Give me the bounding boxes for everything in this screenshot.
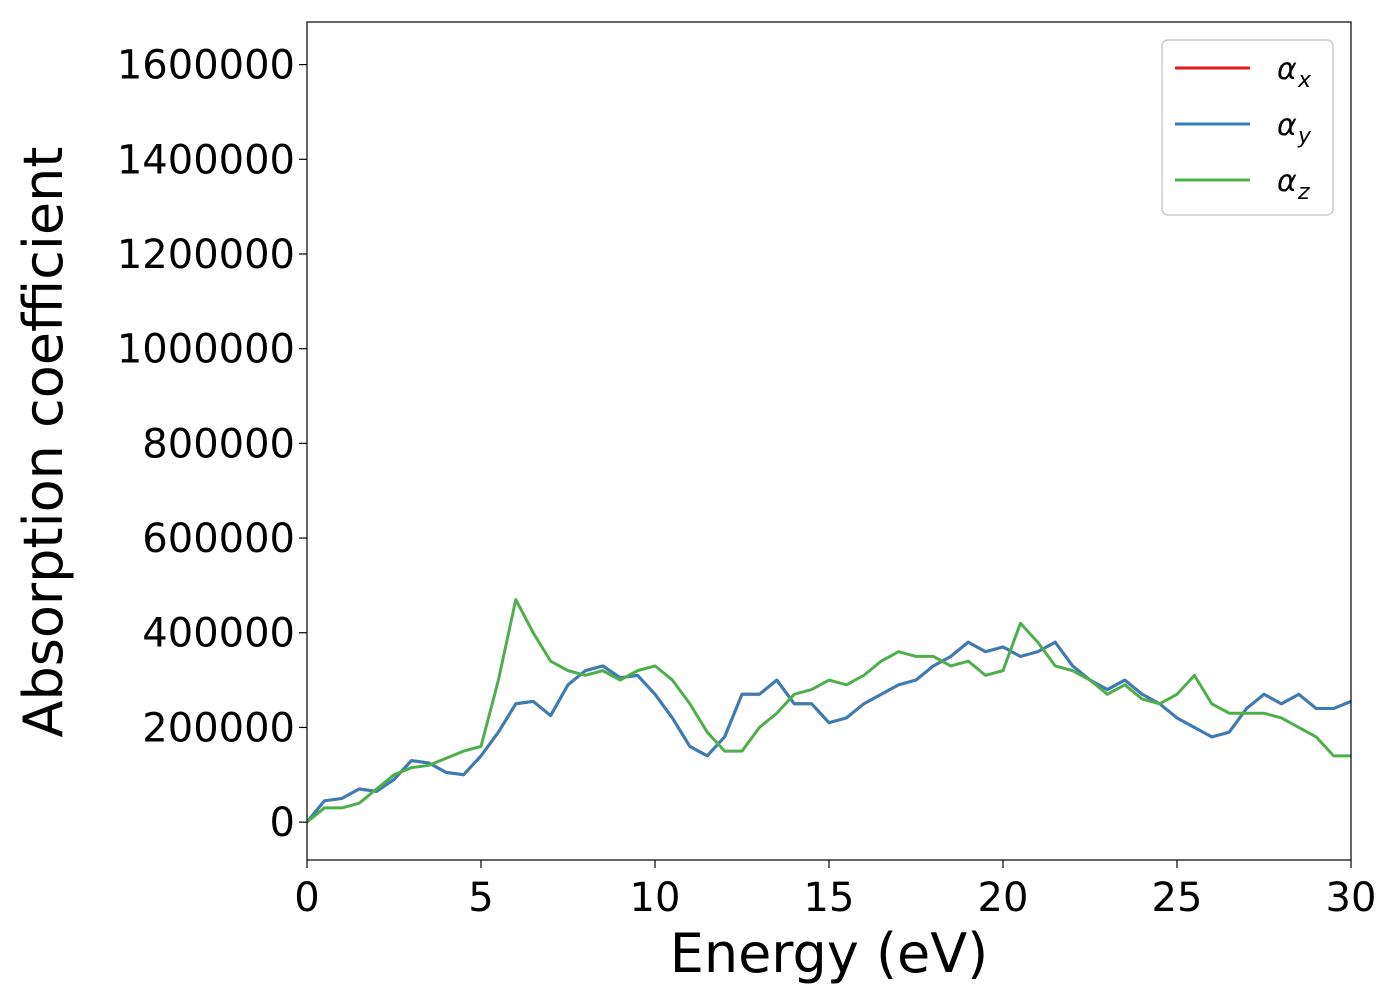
x-tick-label-2: 10	[630, 875, 681, 921]
x-tick-label-5: 25	[1152, 875, 1203, 921]
y-tick-label-5: 1000000	[117, 327, 295, 373]
x-tick-label-0: 0	[294, 875, 319, 921]
y-tick-label-7: 1400000	[117, 137, 295, 183]
y-tick-label-4: 800000	[142, 421, 295, 467]
y-tick-label-0: 0	[270, 800, 295, 846]
x-tick-label-1: 5	[468, 875, 493, 921]
x-tick-label-3: 15	[804, 875, 855, 921]
x-tick-label-6: 30	[1326, 875, 1377, 921]
series-line-z	[307, 598, 1351, 824]
legend-subscript-y: y	[1297, 124, 1312, 149]
x-axis-title: Energy (eV)	[670, 922, 989, 985]
legend-box	[1161, 39, 1334, 216]
legend-subscript-z: z	[1297, 180, 1310, 205]
series-lines	[307, 598, 1351, 824]
plot-area	[307, 598, 1351, 824]
series-line-x	[307, 640, 1351, 824]
x-tick-label-4: 20	[978, 875, 1029, 921]
y-tick-label-6: 1200000	[117, 232, 295, 278]
axes: 0 5 10 15 20 25 30 0 200000 400000 600000 800000 100…	[117, 21, 1377, 921]
legend: α xα yα z	[1161, 39, 1334, 216]
legend-label-x: α	[1277, 52, 1297, 87]
legend-label-y: α	[1277, 108, 1297, 143]
y-axis-title: Absorption coefficient	[12, 147, 75, 738]
legend-subscript-x: x	[1297, 68, 1312, 93]
y-tick-label-8: 1600000	[117, 43, 295, 89]
series-line-y	[307, 640, 1351, 824]
y-tick-label-3: 600000	[142, 516, 295, 562]
legend-label-z: α	[1277, 164, 1297, 199]
y-tick-label-2: 400000	[142, 611, 295, 657]
y-tick-label-1: 200000	[142, 705, 295, 751]
